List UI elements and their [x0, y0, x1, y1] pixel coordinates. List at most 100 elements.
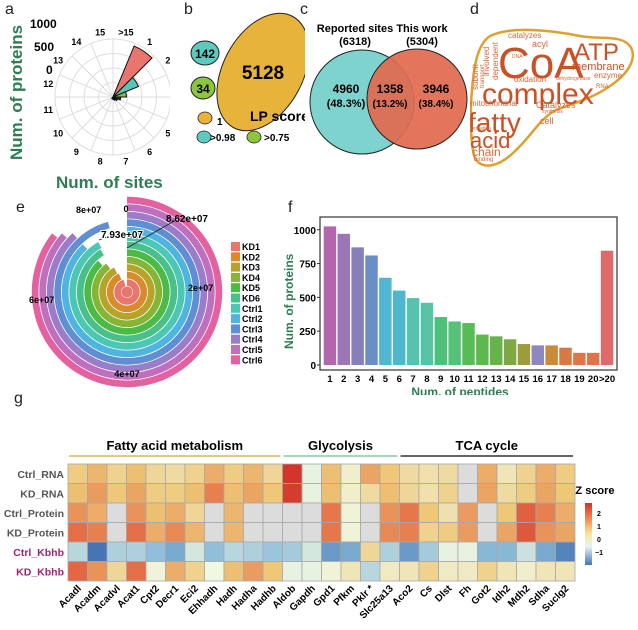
legend-label-098: >0.98 [210, 133, 236, 144]
g-cell-Ctrl_Kbhb-Dlst [438, 541, 459, 562]
panel-label-e: e [16, 199, 25, 216]
word-membrane: membrane [572, 61, 625, 73]
e-legend-swatch-KD2 [231, 252, 240, 262]
word-synthesis: synthesis [542, 109, 563, 115]
g-cell-Ctrl_RNA-Acat1 [126, 463, 147, 484]
g-cell-Ctrl_Protein-Eci2 [184, 502, 205, 523]
g-cell-KD_Protein-Dlst [438, 522, 459, 543]
a-radial-tick: 500 [34, 40, 54, 54]
word-catalyzes: catalyzes [508, 31, 541, 40]
panel-label-d: d [470, 1, 479, 18]
f-bar-20 [586, 352, 600, 365]
f-ytick-label: 750 [299, 260, 316, 271]
g-cell-KD_Kbhb-Got2 [477, 561, 498, 582]
venn-region-a-pct: (48.3%) [327, 98, 366, 110]
g-col-label: Cs [418, 583, 435, 600]
chart-c-venn: Reported sites (6318) This work (5304) 4… [309, 23, 468, 155]
g-legend-tick: 0 [597, 537, 601, 544]
g-cell-Ctrl_Kbhb-Acadvl [106, 541, 127, 562]
f-xlabel: Num. of peptides [411, 385, 509, 395]
g-cell-KD_Protein-Eci2 [184, 522, 205, 543]
g-cell-KD_Kbhb-Cpt2 [145, 561, 166, 582]
g-cell-KD_Protein-Decr1 [165, 522, 186, 543]
a-category-label: 15 [95, 27, 105, 37]
g-cell-Ctrl_RNA-Aco2 [399, 463, 420, 484]
f-xtick-label: 16 [532, 374, 543, 385]
word-DNA: DNA [512, 54, 523, 60]
a-xlabel: Num. of sites [56, 173, 163, 192]
g-cell-KD_Kbhb-Hadh [223, 561, 244, 582]
venn-set-b-name: This work [396, 23, 448, 35]
a-bar-9 [111, 96, 114, 100]
g-cell-Ctrl_Protein-Acadm [87, 502, 108, 523]
g-cell-Ctrl_RNA-Pklr * [360, 463, 381, 484]
panel-label-f: f [288, 199, 293, 216]
g-cell-KD_RNA-Cs [418, 483, 439, 504]
g-cell-KD_RNA-Mdh2 [516, 483, 537, 504]
g-cell-Ctrl_RNA-Idh2 [496, 463, 517, 484]
venn-region-ab-pct: (13.2%) [372, 99, 407, 110]
e-ring-Ctrl1 [69, 234, 185, 350]
chart-g-heatmap: Fatty acid metabolism Glycolysis TCA cycle… [4, 438, 615, 621]
e-legend-swatch-Ctrl3 [231, 324, 240, 334]
g-cell-Ctrl_Protein-Mdh2 [516, 502, 537, 523]
word-acyl: acyl [532, 39, 548, 49]
a-category-label: 10 [53, 129, 63, 139]
g-col-label: Gpd1 [312, 583, 338, 609]
g-cell-Ctrl_Kbhb-Pklr * [360, 541, 381, 562]
g-cell-KD_Kbhb-Slc25a13 [379, 561, 400, 582]
g-cell-KD_Protein-Hadh [223, 522, 244, 543]
a-category-label: 11 [44, 105, 54, 115]
venn-circle-this-work [366, 48, 468, 150]
g-cell-Ctrl_RNA-Hadh [223, 463, 244, 484]
g-cell-Ctrl_RNA-Dlst [438, 463, 459, 484]
g-cell-Ctrl_Protein-Cs [418, 502, 439, 523]
f-xtick-label: 8 [424, 374, 429, 385]
g-cell-KD_RNA-Hadhb [262, 483, 283, 504]
word-transport: transport [480, 64, 486, 88]
g-col-label: Dlst [433, 583, 455, 605]
g-cell-Ctrl_RNA-Slc25a13 [379, 463, 400, 484]
g-cell-KD_Kbhb-Gapdh [301, 561, 322, 582]
e-ring-KD4 [91, 256, 163, 328]
e-angle-tick-6e7: 6e+07 [29, 295, 54, 305]
word-involved: involved [482, 47, 491, 76]
e-annotation-min: 7.93e+07 [101, 230, 143, 241]
f-bar-2 [337, 233, 351, 365]
word-chain: chain [472, 145, 501, 159]
g-cell-Ctrl_Protein-Idh2 [496, 502, 517, 523]
bubble-34-label: 34 [196, 82, 210, 96]
e-legend-label-Ctrl1: Ctrl1 [242, 304, 263, 314]
g-cell-Ctrl_Kbhb-Hadhb [262, 541, 283, 562]
g-row-label: KD_Kbhb [16, 566, 64, 578]
e-legend-swatch-Ctrl5 [231, 345, 240, 354]
legend-swatch-098 [196, 130, 212, 144]
g-cell-KD_RNA-Eci2 [184, 483, 205, 504]
a-grid-spoke [59, 96, 114, 120]
g-cell-KD_Kbhb-Mdh2 [516, 561, 537, 582]
g-cell-Ctrl_Protein-Ehhadh [204, 502, 225, 523]
e-legend-label-KD1: KD1 [242, 242, 260, 252]
g-cell-Ctrl_Protein-Gapdh [301, 502, 322, 523]
g-cell-KD_Kbhb-Ehhadh [204, 561, 225, 582]
g-row-label: Ctrl_RNA [17, 469, 64, 481]
g-cell-KD_Protein-Acadl [67, 522, 88, 543]
f-xtick-label: 14 [505, 374, 516, 385]
g-legend-tick: 1 [597, 524, 601, 531]
word-acid: acid [470, 128, 510, 153]
g-col-label: Decr1 [154, 583, 182, 611]
g-cell-Ctrl_RNA-Acadl [67, 463, 88, 484]
g-cell-Ctrl_Kbhb-Got2 [477, 541, 498, 562]
a-radial-tick: 1000 [30, 17, 57, 31]
e-angle-tick-0: 0 [123, 204, 128, 214]
g-cell-Ctrl_RNA-Cpt2 [145, 463, 166, 484]
f-xtick-label: 18 [560, 374, 571, 385]
a-grid-spoke [71, 55, 114, 98]
bubble-142-label: 142 [195, 47, 215, 61]
g-cell-KD_Kbhb-Fh [457, 561, 478, 582]
chart-d-wordcloud: catalyzes acyl CoA ATP DNA membrane enzy… [470, 28, 635, 167]
g-cell-KD_Protein-Sdha [535, 522, 556, 543]
a-bar-3 [112, 91, 127, 98]
g-cell-KD_Protein-Slc25a13 [379, 522, 400, 543]
g-cell-Ctrl_Protein-Gpd1 [321, 502, 342, 523]
